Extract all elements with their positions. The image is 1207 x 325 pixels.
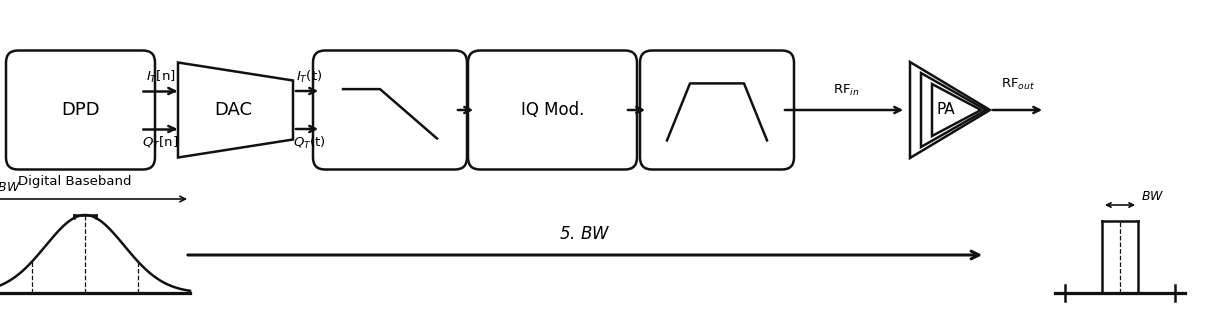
Text: DAC: DAC [214, 101, 252, 119]
Text: DPD: DPD [62, 101, 100, 119]
FancyBboxPatch shape [313, 50, 467, 170]
Text: $BW$: $BW$ [1141, 190, 1165, 203]
Text: $I_T$(t): $I_T$(t) [296, 69, 322, 85]
Polygon shape [921, 73, 986, 147]
Text: $Q_T$[n]: $Q_T$[n] [142, 135, 179, 151]
FancyBboxPatch shape [6, 50, 154, 170]
Text: 5. $BW$: 5. $BW$ [559, 225, 611, 243]
Text: $I_T$[n]: $I_T$[n] [146, 69, 175, 85]
Text: IQ Mod.: IQ Mod. [520, 101, 584, 119]
Text: Digital Baseband: Digital Baseband [18, 176, 132, 188]
Text: RF$_{out}$: RF$_{out}$ [1001, 77, 1036, 92]
FancyBboxPatch shape [640, 50, 794, 170]
Text: PA: PA [937, 102, 955, 118]
Text: $Q_T$(t): $Q_T$(t) [292, 135, 326, 151]
Text: RF$_{in}$: RF$_{in}$ [833, 83, 859, 98]
FancyBboxPatch shape [468, 50, 637, 170]
Text: 5. $BW$: 5. $BW$ [0, 181, 22, 194]
Polygon shape [932, 84, 981, 136]
Polygon shape [177, 62, 293, 158]
Polygon shape [910, 62, 990, 158]
